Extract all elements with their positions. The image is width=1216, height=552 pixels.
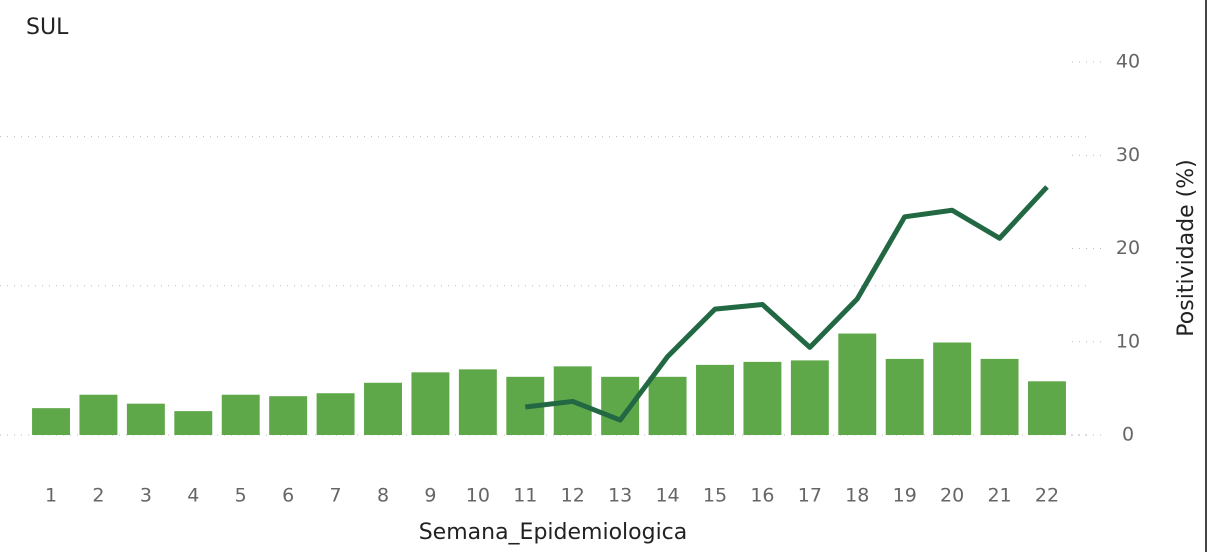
x-tick-label: 14 — [655, 485, 679, 507]
bar — [743, 361, 782, 435]
x-tick-label: 3 — [140, 485, 152, 507]
x-tick-label: 4 — [187, 485, 199, 507]
x-tick-label: 17 — [798, 485, 822, 507]
x-tick-label: 8 — [377, 485, 389, 507]
y2-tick-label: 30 — [1116, 144, 1140, 166]
x-axis-title: Semana_Epidemiologica — [419, 520, 688, 545]
x-tick-label: 2 — [92, 485, 104, 507]
x-tick-label: 7 — [330, 485, 342, 507]
x-tick-label: 1 — [45, 485, 57, 507]
x-tick-label: 6 — [282, 485, 294, 507]
bar — [933, 342, 972, 435]
bar — [79, 394, 118, 435]
bar — [838, 333, 877, 435]
y2-tick-label: 20 — [1116, 237, 1140, 259]
x-tick-label: 11 — [513, 485, 537, 507]
bar — [1028, 381, 1066, 435]
x-tick-label: 18 — [845, 485, 869, 507]
bar — [269, 396, 308, 435]
y2-axis-title: Positividade (%) — [1174, 159, 1199, 336]
bar — [458, 369, 497, 435]
y2-tick-label: 0 — [1122, 424, 1134, 446]
x-tick-label: 15 — [703, 485, 727, 507]
bar — [980, 358, 1019, 435]
bar — [316, 393, 355, 435]
x-tick-label: 12 — [561, 485, 585, 507]
x-tick-label: 19 — [893, 485, 917, 507]
x-tick-label: 9 — [424, 485, 436, 507]
x-tick-label: 20 — [940, 485, 964, 507]
y2-tick-label: 10 — [1116, 330, 1140, 352]
bar — [126, 403, 165, 435]
line — [524, 185, 1049, 423]
bar — [32, 408, 70, 435]
x-tick-label: 21 — [987, 485, 1011, 507]
bar — [221, 394, 260, 435]
x-tick-label: 13 — [608, 485, 632, 507]
x-tick-label: 22 — [1035, 485, 1059, 507]
bar — [174, 411, 213, 435]
bar — [885, 358, 924, 435]
x-tick-label: 10 — [466, 485, 490, 507]
bar — [648, 376, 687, 435]
bar — [790, 360, 829, 435]
bar — [411, 372, 450, 435]
x-tick-label: 16 — [750, 485, 774, 507]
bar — [696, 364, 734, 435]
x-tick-label: 5 — [235, 485, 247, 507]
y2-tick-label: 40 — [1116, 51, 1140, 73]
bar — [364, 382, 402, 435]
chart-title: SUL — [26, 15, 69, 40]
